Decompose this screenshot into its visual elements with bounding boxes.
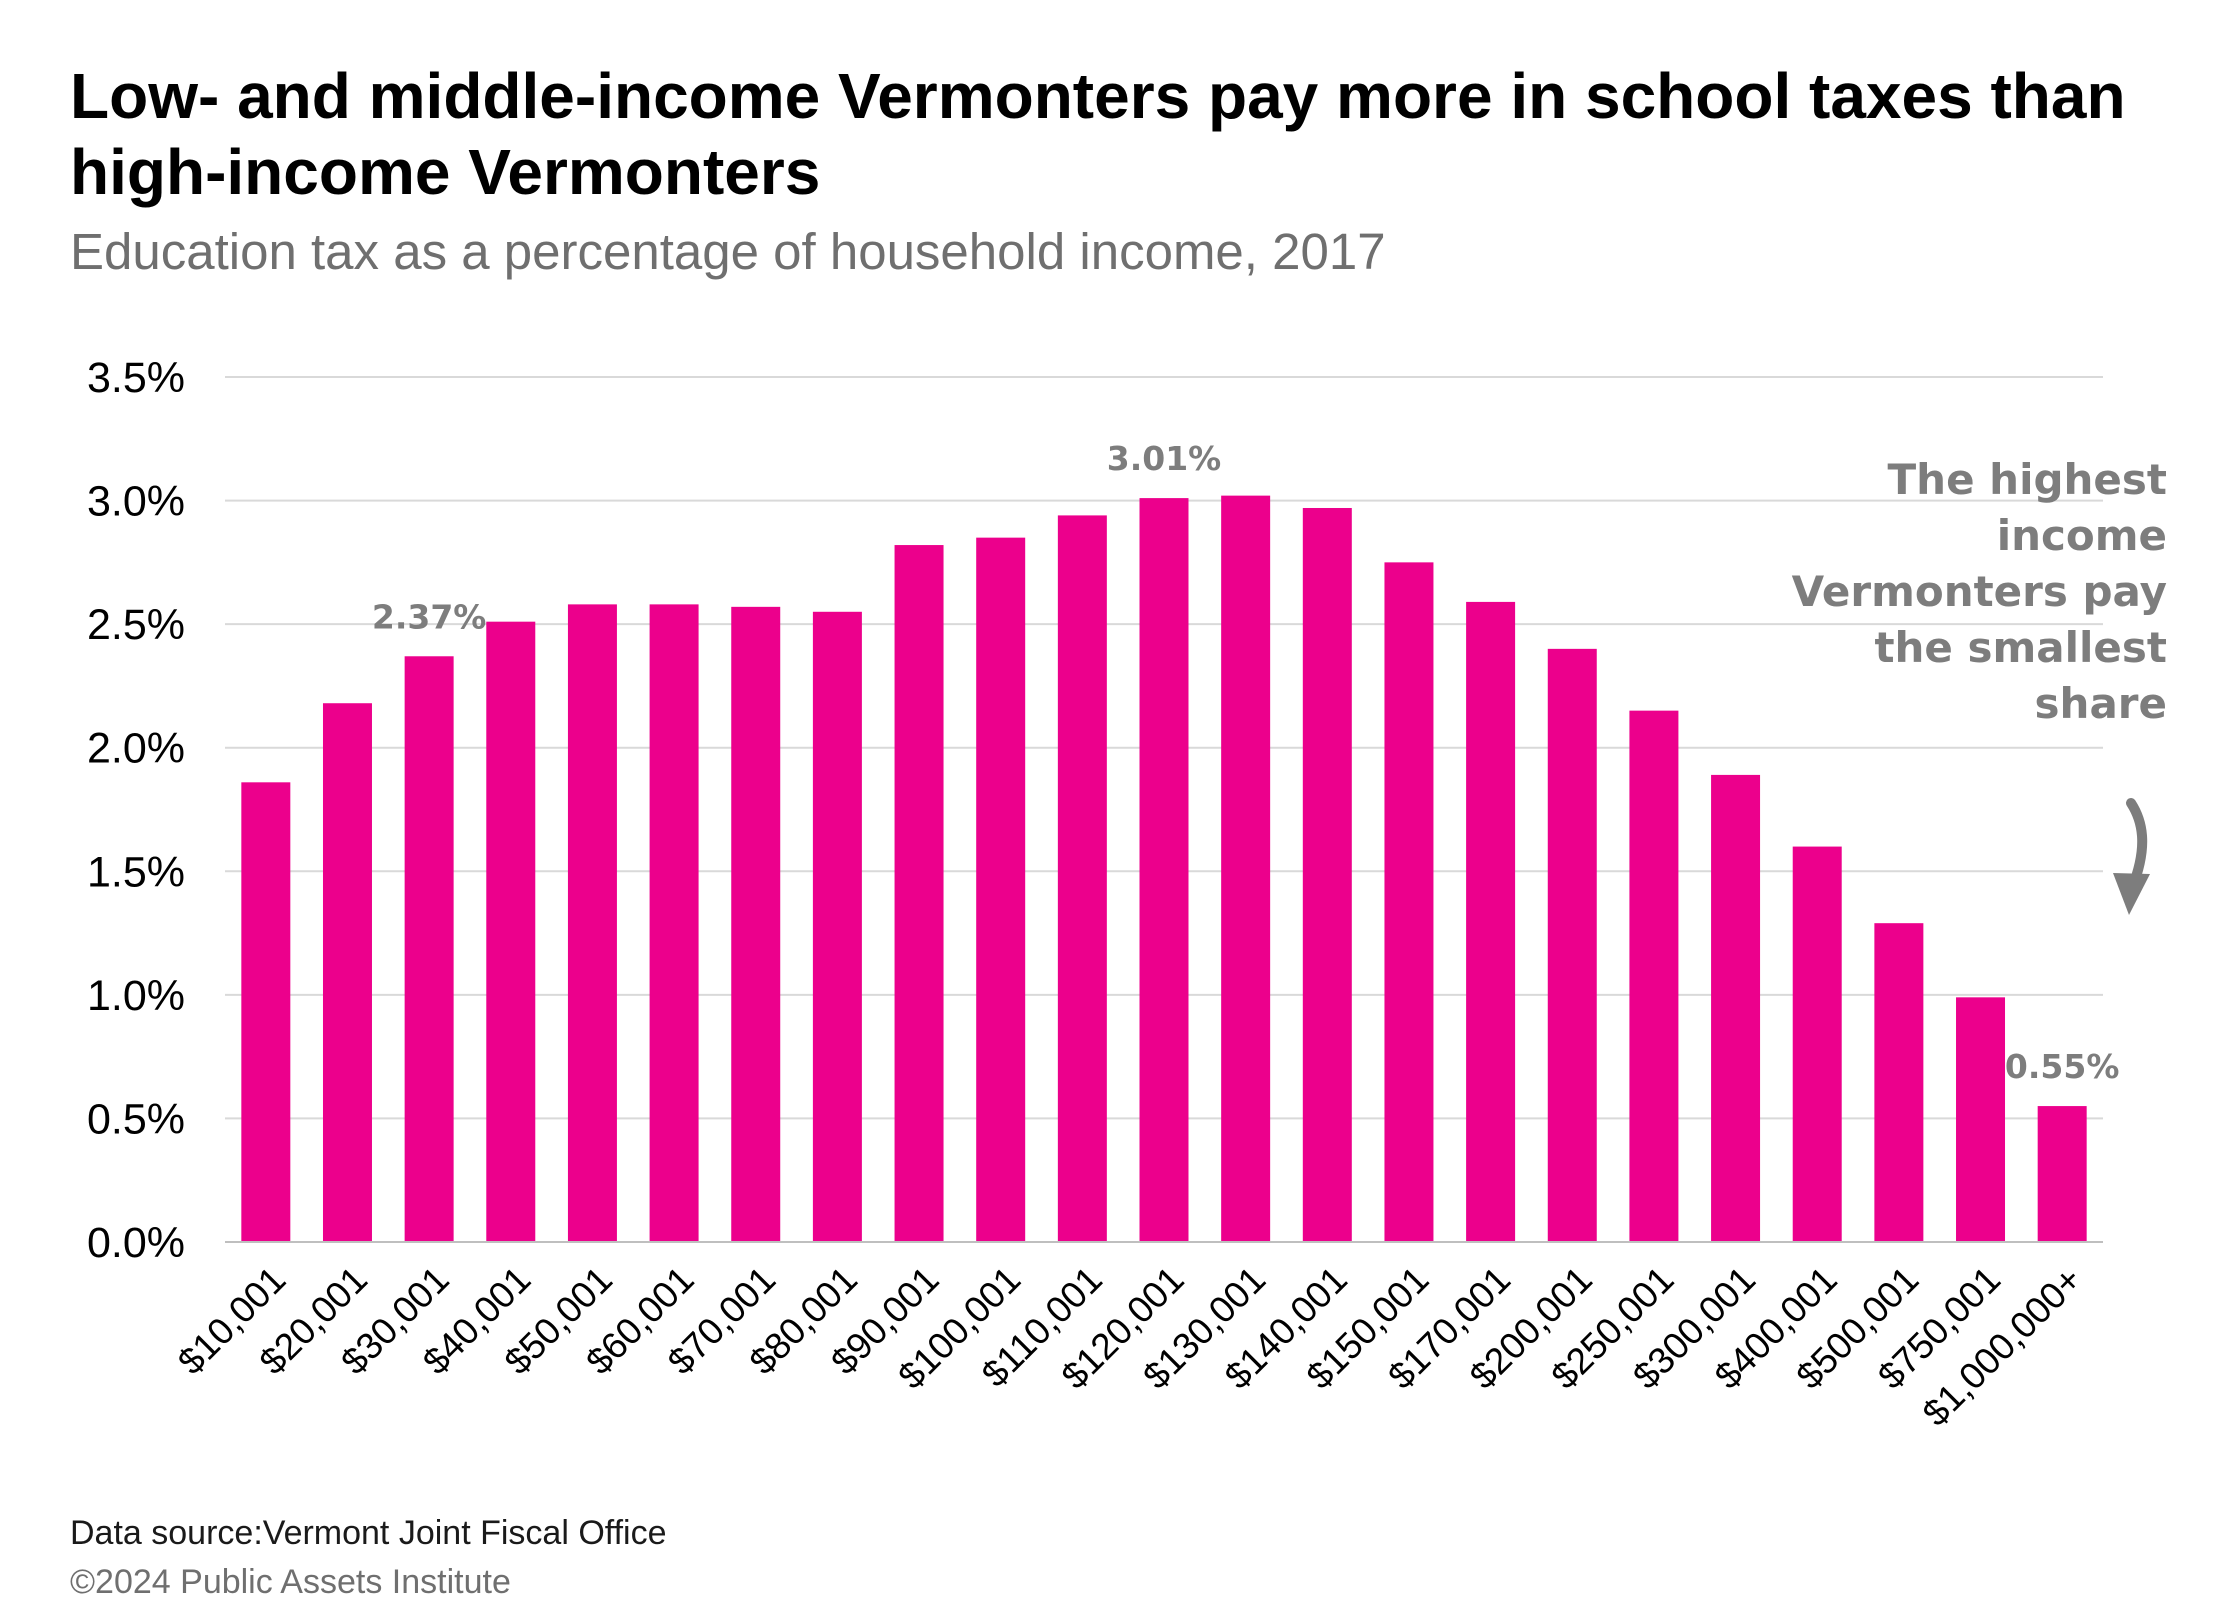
copyright: ©2024 Public Assets Institute — [70, 1563, 511, 1601]
bar — [1221, 495, 1271, 1243]
bar — [1792, 846, 1842, 1242]
bar — [1466, 601, 1516, 1242]
y-axis-tick-labels: 0.0% 0.5% 1.0% 1.5% 2.0% 2.5% 3.0% 3.5% — [87, 354, 185, 1267]
bar — [567, 604, 617, 1242]
y-tick-label: 2.0% — [87, 725, 185, 773]
bar — [1302, 507, 1352, 1242]
bar — [649, 604, 699, 1242]
curved-down-arrow-icon — [2113, 798, 2150, 915]
bar — [404, 656, 454, 1242]
bars — [241, 495, 2087, 1243]
bar — [1629, 710, 1679, 1242]
bar — [1874, 923, 1924, 1242]
bar — [976, 537, 1026, 1242]
y-tick-label: 2.5% — [87, 601, 185, 649]
chart-subtitle: Education tax as a percentage of househo… — [70, 223, 1386, 280]
y-tick-label: 0.0% — [87, 1219, 185, 1267]
bar — [1139, 498, 1189, 1243]
data-label: 2.37% — [372, 597, 487, 636]
bar — [241, 782, 291, 1242]
data-labels: 2.37% 3.01% 0.55% — [372, 439, 2120, 1086]
y-tick-label: 1.5% — [87, 848, 185, 896]
y-tick-label: 1.0% — [87, 972, 185, 1020]
bar — [1956, 997, 2006, 1242]
chart-title: Low- and middle-income Vermonters pay mo… — [70, 60, 2126, 208]
bar — [894, 545, 944, 1242]
y-tick-label: 3.0% — [87, 478, 185, 526]
bar — [731, 606, 781, 1242]
bar — [2037, 1106, 2087, 1242]
annotation-text: The highest income Vermonters pay the sm… — [1791, 455, 2167, 728]
bar — [1711, 774, 1761, 1242]
bar — [812, 611, 862, 1242]
x-axis-tick-labels: $10,001$20,001$30,001$40,001$50,001$60,0… — [170, 1259, 2090, 1434]
bar — [322, 703, 372, 1242]
y-tick-label: 0.5% — [87, 1095, 185, 1143]
bar — [1384, 562, 1434, 1242]
data-label: 0.55% — [2005, 1047, 2120, 1086]
data-label: 3.01% — [1107, 439, 1222, 478]
data-source: Data source:Vermont Joint Fiscal Office — [70, 1514, 667, 1552]
bar — [1547, 648, 1597, 1242]
y-tick-label: 3.5% — [87, 354, 185, 402]
bar — [1057, 515, 1107, 1242]
bar — [486, 621, 536, 1242]
